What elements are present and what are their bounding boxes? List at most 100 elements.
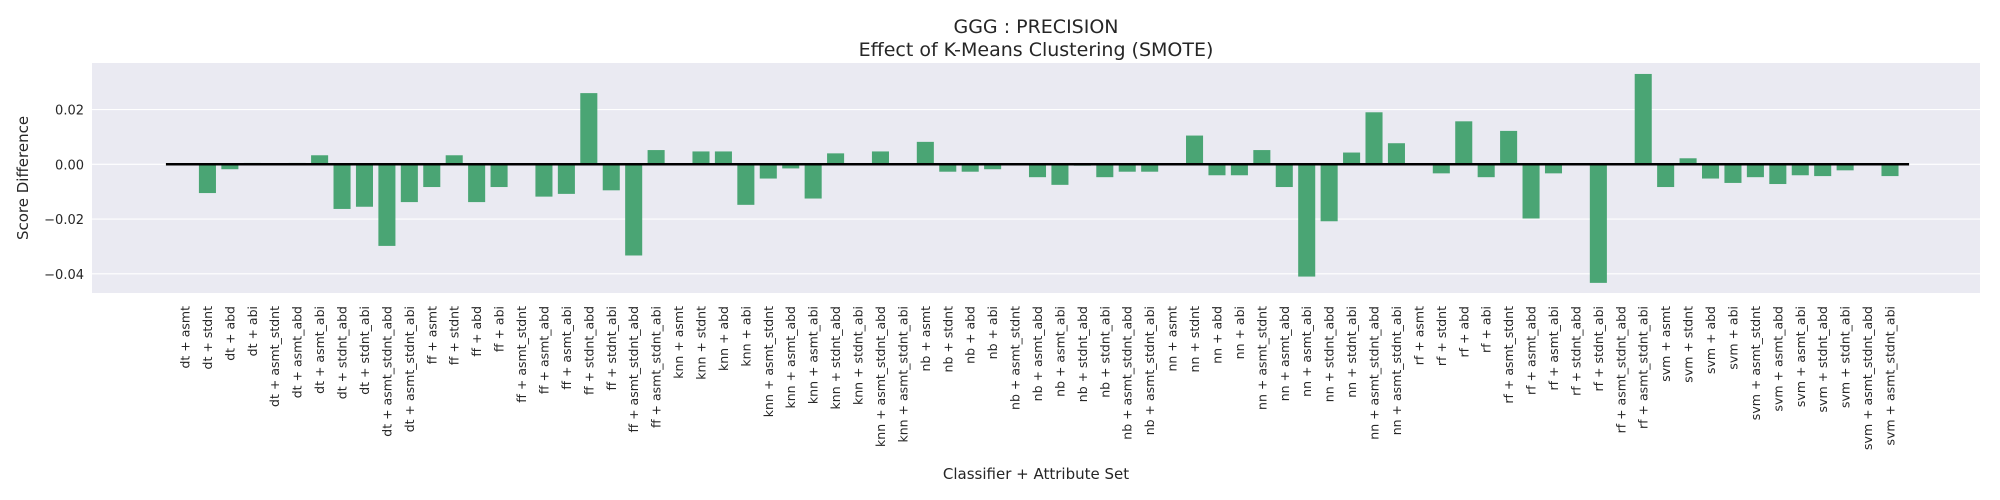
x-tick-label: ff + asmt_stdnt_abd [626,306,641,432]
y-tick-label: 0.00 [55,158,84,173]
x-tick-label: nb + asmt_abi [1052,306,1067,397]
bar [1141,164,1159,172]
x-tick-label: dt + asmt [178,306,193,369]
bar [580,93,598,165]
bar [1365,112,1383,165]
bar [1477,164,1495,178]
x-tick-label: ff + abi [492,306,507,352]
x-tick-label: nb + asmt_stdnt_abi [1142,306,1157,435]
x-tick-label: knn + abd [716,306,731,371]
bar [378,164,396,246]
x-tick-label: ff + stdnt_abi [604,306,619,391]
bar [1096,164,1114,178]
bar [1589,164,1607,283]
x-tick-label: nb + asmt_stdnt_abd [1120,306,1135,440]
bar [490,164,508,188]
bar [1320,164,1338,222]
bar [804,164,822,199]
bar [1769,164,1787,185]
x-tick-label: svm + abi [1725,306,1740,370]
x-tick-label: ff + asmt_abd [536,306,551,394]
x-tick-label: dt + asmt_stdnt_abi [402,306,417,432]
bar [602,164,620,191]
bar [1702,164,1720,179]
bar [1051,164,1069,185]
x-axis-label: Classifier + Attribute Set [943,465,1129,483]
bar [1186,135,1204,165]
bar [1836,164,1854,171]
chart-title: GGG : PRECISION [953,16,1118,38]
bar [1455,121,1473,165]
x-tick-label: knn + asmt_stdnt [761,306,776,417]
x-tick-label: knn + abi [738,306,753,367]
bar [1881,164,1899,177]
plot-area [92,63,1980,293]
bar [1746,164,1764,178]
x-tick-label: rf + stdnt_abi [1591,306,1606,391]
x-tick-label: svm + stdnt [1681,306,1696,383]
bar [1298,164,1316,277]
bar [445,155,463,165]
bar [647,150,665,165]
y-tick-label: −0.04 [44,268,84,283]
bar [355,164,373,207]
x-tick-label: rf + asmt [1411,306,1426,365]
x-axis: dt + asmt dt + stdnt dt + abd dt + abi dt + … [178,306,1898,450]
bar [782,164,800,169]
x-tick-label: dt + abd [222,306,237,361]
y-tick-label: −0.02 [44,213,84,228]
x-tick-label: nb + asmt [918,306,933,372]
x-tick-label: knn + stdnt [693,306,708,380]
x-tick-label: dt + stdnt_abd [335,306,350,399]
x-tick-label: knn + asmt_stdnt_abd [873,306,888,447]
bar [827,153,845,165]
bar [916,141,934,165]
x-tick-label: nb + asmt_stdnt [1008,306,1023,410]
bar [1634,73,1652,165]
x-tick-label: nn + asmt_abd [1277,306,1292,401]
bar [714,151,732,165]
x-tick-label: ff + asmt [424,306,439,364]
x-tick-label: rf + stdnt [1434,306,1449,366]
x-tick-label: rf + asmt_abd [1524,306,1539,395]
x-tick-label: nb + stdnt_abi [1097,306,1112,398]
x-tick-label: nn + asmt_stdnt [1254,306,1269,410]
x-tick-label: rf + asmt_stdnt [1501,306,1516,404]
bar [1208,164,1226,176]
x-tick-label: nn + asmt_abi [1299,306,1314,397]
x-tick-label: nn + abi [1232,306,1247,359]
x-tick-label: nn + asmt [1165,306,1180,372]
x-tick-label: dt + asmt_stdnt [267,306,282,407]
bar [311,155,329,165]
bar [1679,158,1697,165]
x-tick-label: nb + stdnt [940,306,955,373]
bar [1500,130,1518,165]
x-tick-label: ff + asmt_stdnt_abi [649,306,664,428]
bar [984,164,1002,170]
x-tick-label: svm + asmt_abi [1793,306,1808,407]
bar [1522,164,1540,219]
x-tick-label: knn + asmt_abi [806,306,821,404]
bar [557,164,575,194]
y-tick-label: 0.02 [55,104,84,119]
x-tick-label: rf + asmt_abi [1546,306,1561,391]
bar [692,151,710,165]
bar [1814,164,1832,177]
bar [198,164,216,194]
x-tick-label: nb + stdnt_abd [1075,306,1090,402]
x-tick-label: rf + abi [1479,306,1494,353]
x-tick-label: rf + asmt_stdnt_abd [1613,306,1628,433]
bar [939,164,957,172]
x-tick-label: rf + stdnt_abd [1568,306,1583,396]
bar [221,164,239,170]
bar [1657,164,1675,188]
x-tick-label: nn + abd [1209,306,1224,364]
bar [737,164,755,205]
x-tick-label: svm + stdnt_abd [1815,306,1830,412]
x-tick-label: dt + asmt_stdnt_abd [379,306,394,437]
x-tick-label: nn + asmt_stdnt_abi [1389,306,1404,435]
x-tick-label: svm + abd [1703,306,1718,374]
x-tick-label: nn + asmt_stdnt_abd [1367,306,1382,440]
y-axis: −0.04 −0.02 0.00 0.02 [44,104,84,283]
